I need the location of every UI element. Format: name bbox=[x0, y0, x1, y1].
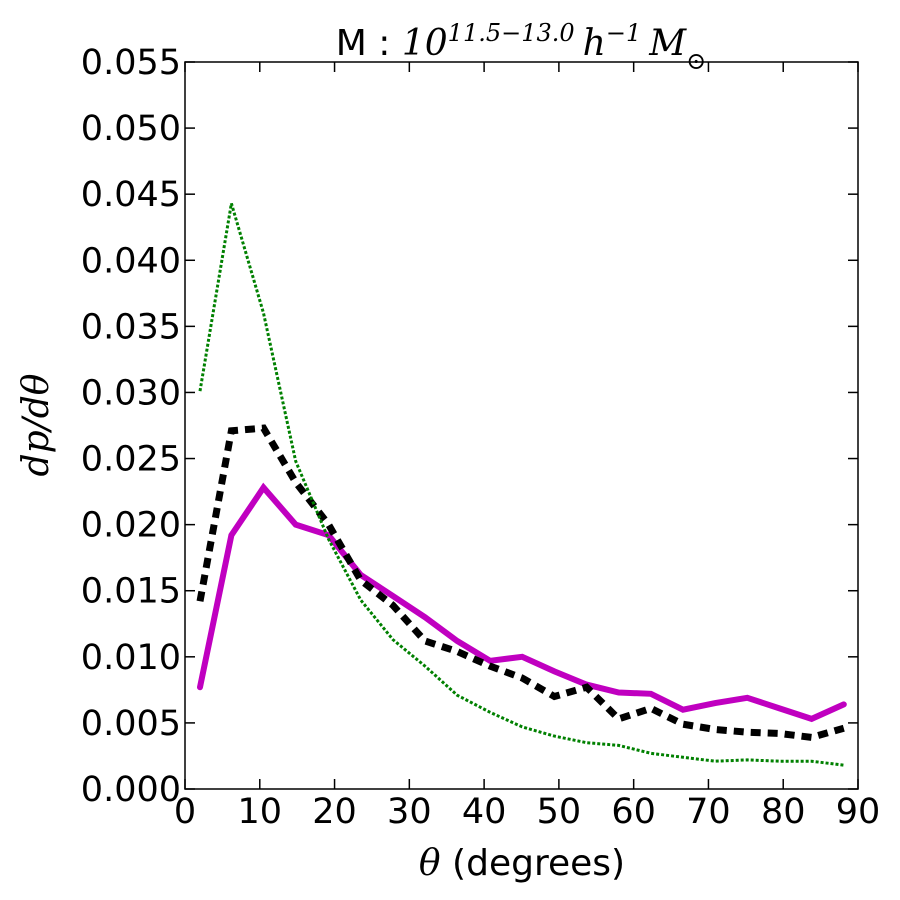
chart-title: M : 1011.5−13.0 h−1 M⊙ bbox=[336, 19, 706, 75]
x-tick-label: 70 bbox=[686, 792, 731, 832]
y-tick-label: 0.005 bbox=[81, 704, 181, 744]
y-tick-labels: 0.000 0.005 0.010 0.015 0.020 0.025 0.030 0.035… bbox=[81, 43, 181, 810]
y-tick-label: 0.000 bbox=[81, 770, 181, 810]
x-tick-label: 50 bbox=[537, 792, 582, 832]
series-line-dotted bbox=[198, 202, 844, 767]
y-tick-label: 0.055 bbox=[81, 43, 181, 83]
x-tick-label: 30 bbox=[387, 792, 432, 832]
x-tick-label: 20 bbox=[312, 792, 357, 832]
x-axis-symbol: θ bbox=[419, 843, 441, 884]
title-h-exponent: −1 bbox=[606, 19, 641, 47]
y-axis-label: dp/dθ bbox=[16, 373, 57, 476]
title-m-subscript: ⊙ bbox=[686, 47, 706, 75]
title-base: 10 bbox=[402, 23, 448, 64]
series-layer bbox=[196, 202, 847, 767]
y-tick-label: 0.010 bbox=[81, 638, 181, 678]
x-tick-label: 80 bbox=[761, 792, 806, 832]
y-tick-label: 0.015 bbox=[81, 572, 181, 612]
x-tick-label: 0 bbox=[174, 792, 196, 832]
y-tick-label: 0.040 bbox=[81, 241, 181, 281]
x-tick-label: 10 bbox=[238, 792, 283, 832]
x-tick-label: 90 bbox=[836, 792, 881, 832]
plot-frame bbox=[184, 61, 859, 790]
y-tick-label: 0.020 bbox=[81, 506, 181, 546]
title-h: h bbox=[583, 23, 606, 64]
y-tick-label: 0.050 bbox=[81, 109, 181, 149]
x-tick-label: 40 bbox=[462, 792, 507, 832]
title-exponent: 11.5−13.0 bbox=[448, 19, 575, 47]
series-line-solid bbox=[197, 482, 847, 723]
x-tick-label: 60 bbox=[611, 792, 656, 832]
y-tick-label: 0.025 bbox=[81, 440, 181, 480]
y-tick-label: 0.030 bbox=[81, 373, 181, 413]
y-tick-label: 0.045 bbox=[81, 175, 181, 215]
ticks-layer bbox=[184, 61, 859, 790]
y-tick-label: 0.035 bbox=[81, 307, 181, 347]
x-tick-labels: 0 10 20 30 40 50 60 70 80 90 bbox=[174, 792, 880, 832]
title-prefix: M : bbox=[336, 23, 402, 64]
series-line-dashed bbox=[196, 424, 845, 741]
plot-background bbox=[185, 62, 858, 789]
title-m: M bbox=[648, 23, 687, 64]
x-axis-text: (degrees) bbox=[441, 843, 625, 884]
x-axis-label: θ (degrees) bbox=[419, 843, 625, 884]
